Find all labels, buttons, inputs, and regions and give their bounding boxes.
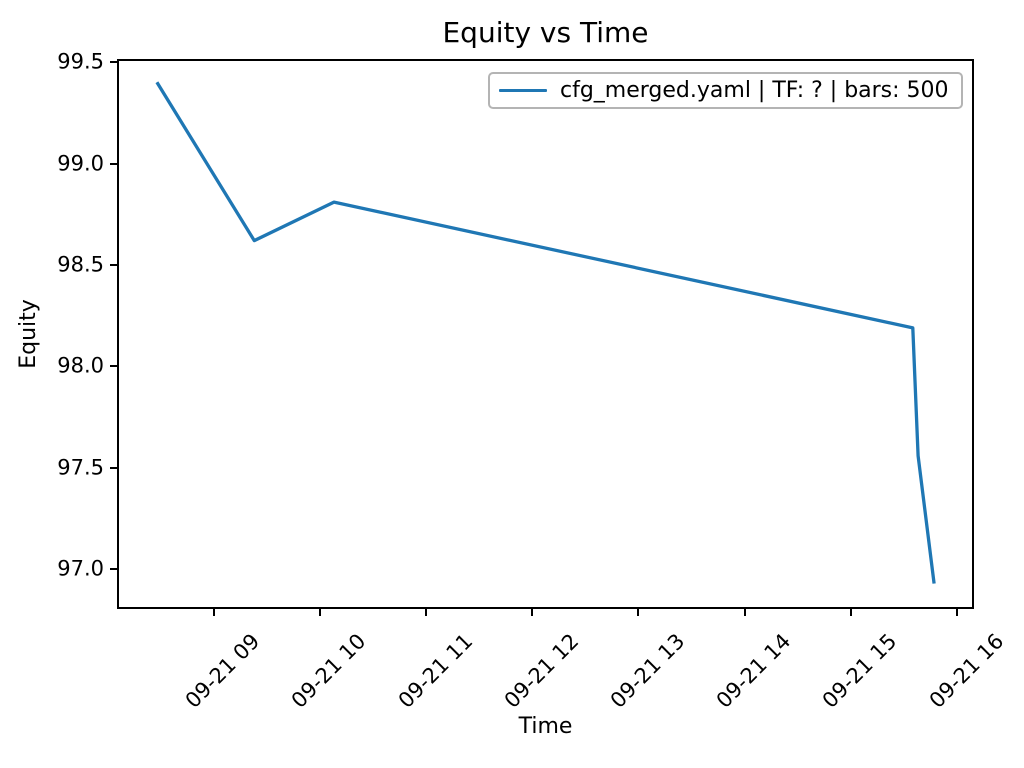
y-tick-mark [110,263,117,266]
legend-label: cfg_merged.yaml | TF: ? | bars: 500 [560,78,949,103]
x-tick-mark [956,609,959,616]
y-tick-label: 98.5 [57,252,104,277]
chart-title: Equity vs Time [442,16,649,49]
y-tick-mark [110,365,117,368]
legend: cfg_merged.yaml | TF: ? | bars: 500 [488,72,963,109]
y-tick-label: 98.0 [57,353,104,378]
y-axis-label: Equity [16,299,41,369]
x-tick-mark [212,609,215,616]
x-tick-mark [743,609,746,616]
x-axis-label: Time [518,714,573,739]
x-tick-mark [531,609,534,616]
x-tick-label: 09-21 10 [287,629,371,713]
plot-area [117,59,974,609]
x-tick-label: 09-21 12 [499,629,584,713]
legend-line-swatch [499,88,547,93]
y-tick-mark [110,568,117,571]
x-tick-mark [318,609,321,616]
y-tick-mark [110,466,117,469]
x-tick-label: 09-21 13 [605,629,690,713]
y-tick-mark [110,162,117,165]
x-tick-mark [425,609,427,616]
y-tick-label: 99.5 [57,49,104,74]
y-tick-label: 99.0 [57,151,104,176]
x-tick-mark [637,609,640,616]
y-tick-label: 97.5 [57,455,104,480]
axes-border [117,59,974,609]
y-tick-label: 97.0 [57,556,104,581]
x-tick-label: 09-21 09 [180,629,265,713]
x-tick-mark [849,609,852,616]
x-tick-label: 09-21 15 [818,629,902,713]
x-tick-label: 09-21 16 [924,629,1009,713]
x-tick-label: 09-21 11 [393,629,477,713]
equity-line [155,81,936,584]
x-tick-label: 09-21 14 [711,629,796,713]
y-tick-mark [110,61,117,64]
